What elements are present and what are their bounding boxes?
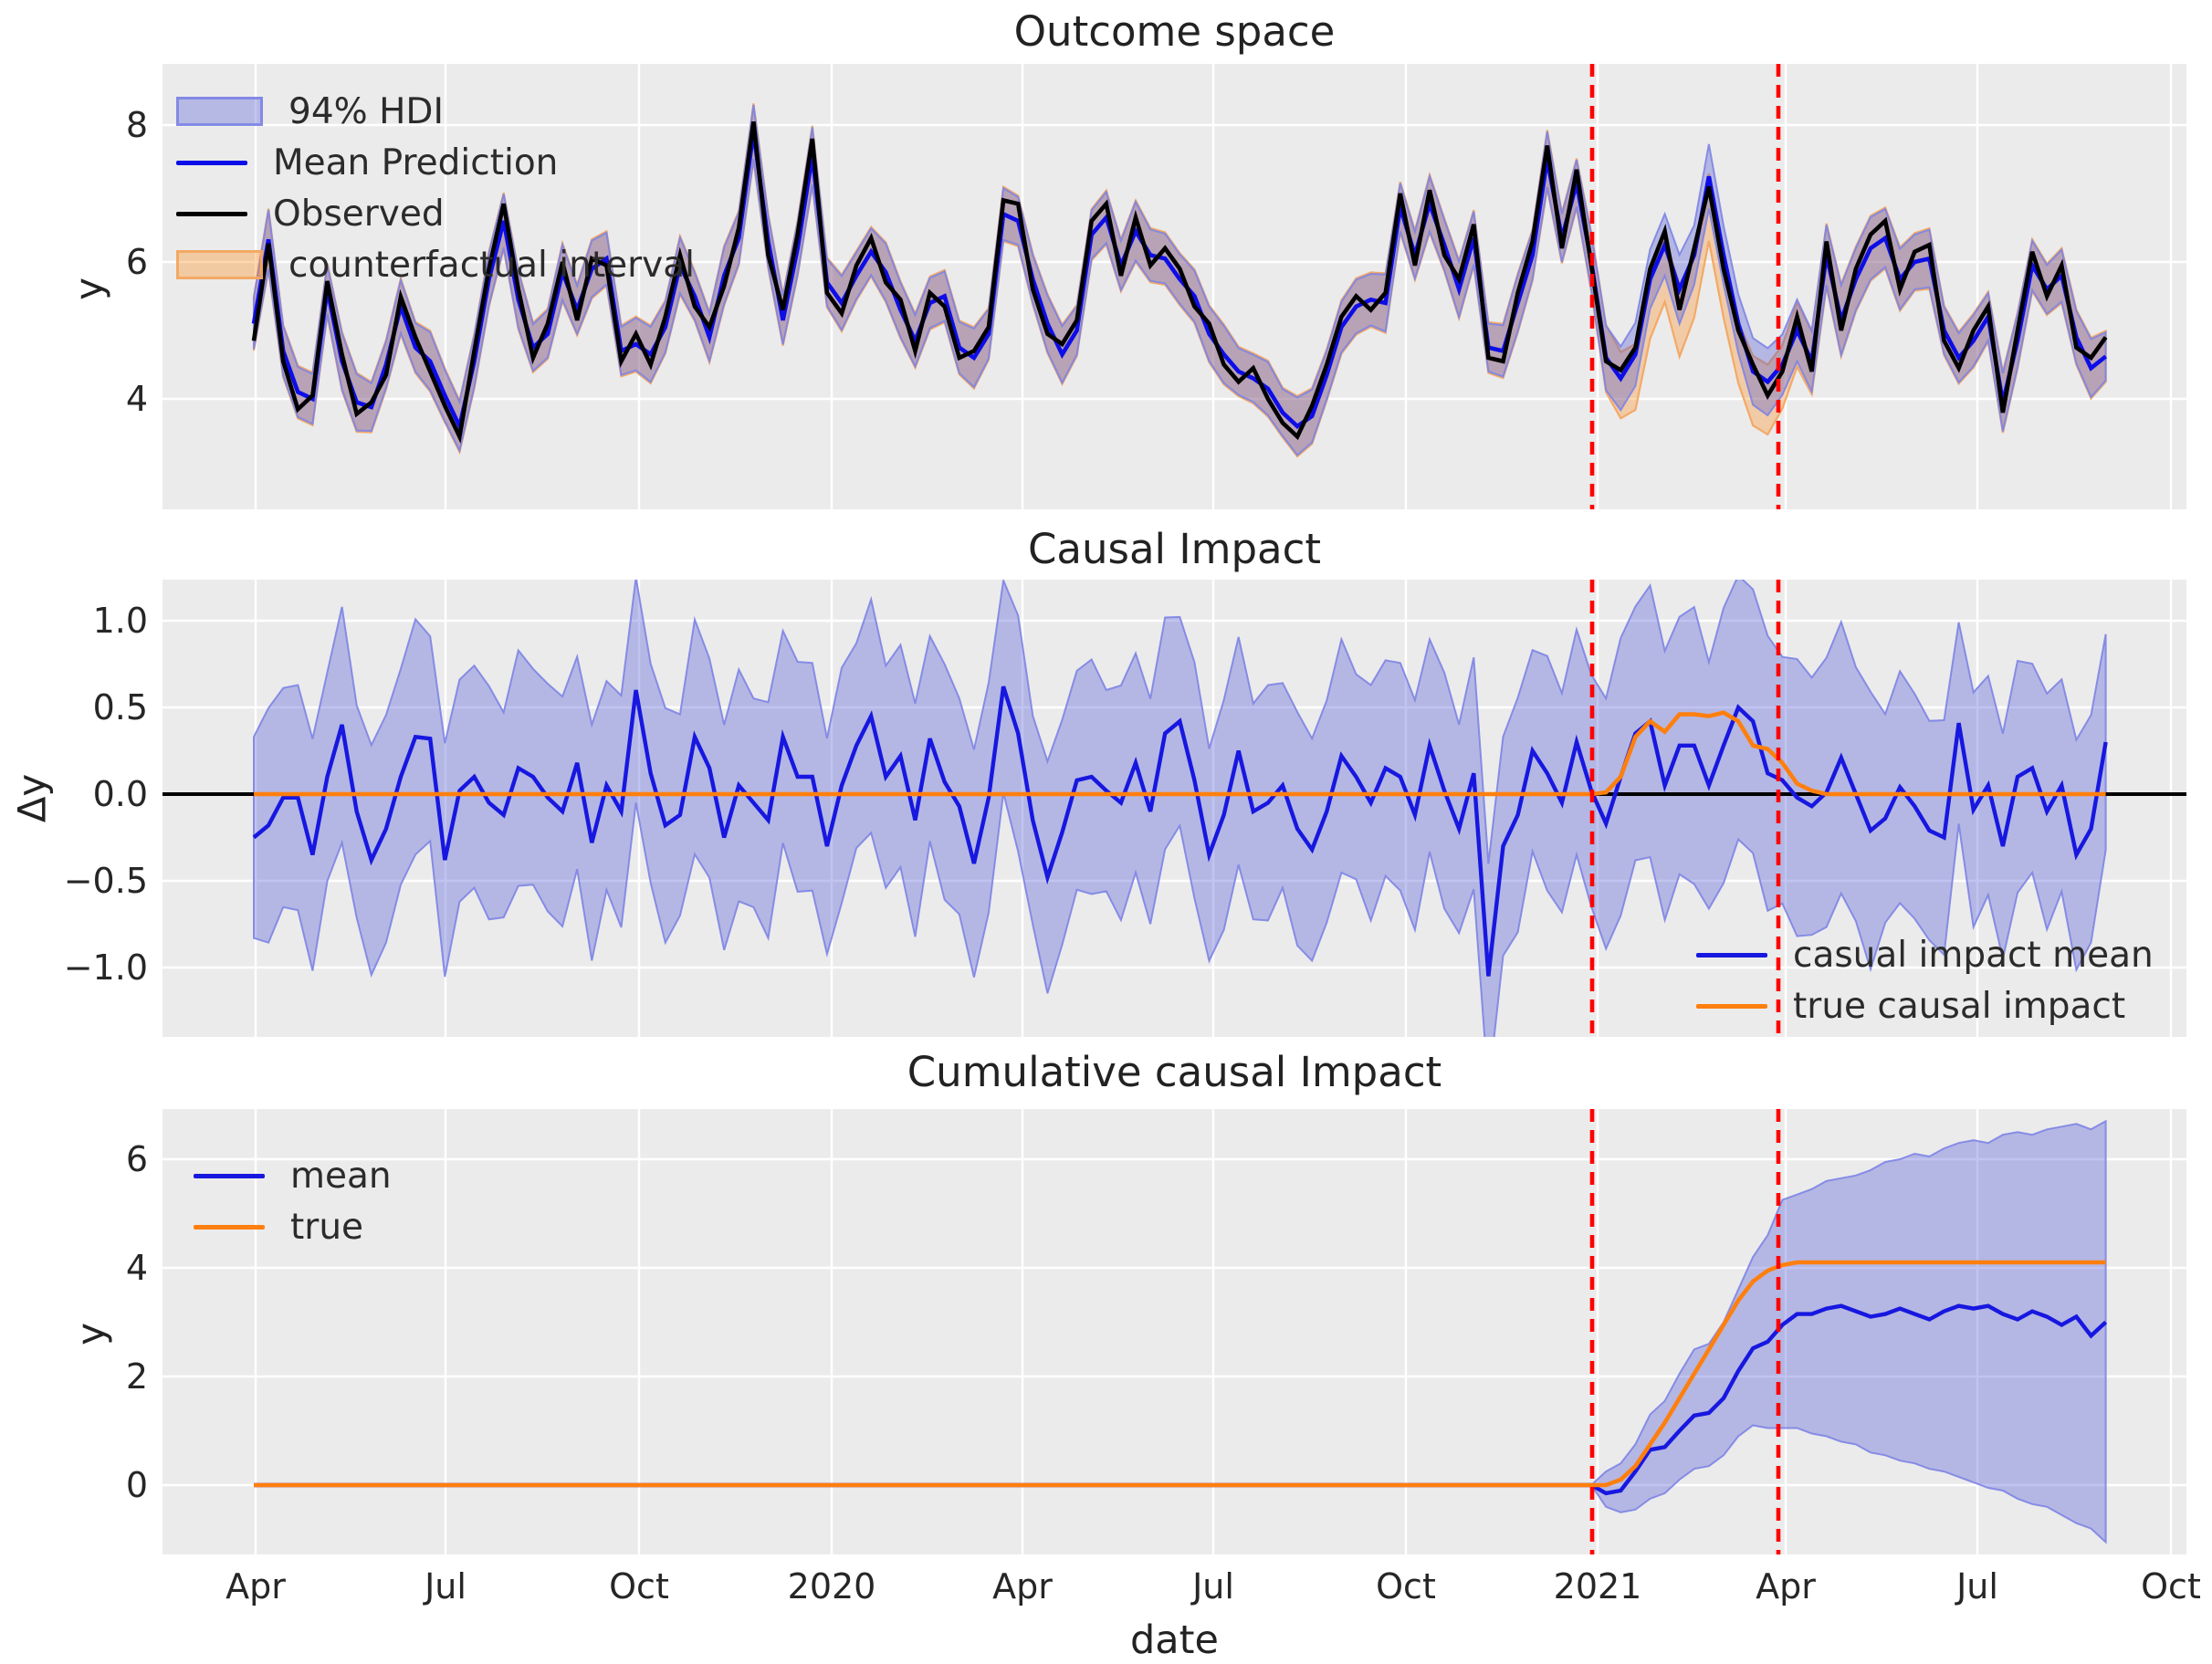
legend-item-true-impact: true causal impact bbox=[1696, 980, 2154, 1031]
legend-label: Observed bbox=[273, 193, 445, 235]
x-tick-label: Apr bbox=[1756, 1566, 1816, 1606]
panel3-axes bbox=[162, 1109, 2186, 1554]
observed-line-swatch bbox=[176, 211, 247, 216]
y-tick-label: 0 bbox=[125, 1465, 148, 1505]
legend-item-cumulative-true: true bbox=[194, 1201, 392, 1252]
panel1-axes bbox=[162, 64, 2186, 509]
legend-item-mean-prediction: Mean Prediction bbox=[176, 137, 695, 188]
y-tick-label: 6 bbox=[125, 242, 148, 282]
legend-item-cumulative-mean: mean bbox=[194, 1150, 392, 1201]
panel2-legend: casual impact mean true causal impact bbox=[1696, 929, 2154, 1031]
cumulative-true-line-swatch bbox=[194, 1224, 265, 1230]
x-tick-label: Apr bbox=[225, 1566, 286, 1606]
legend-item-impact-mean: casual impact mean bbox=[1696, 929, 2154, 980]
y-tick-label: 2 bbox=[125, 1356, 148, 1397]
legend-label: true causal impact bbox=[1793, 985, 2126, 1027]
prediction-line-swatch bbox=[176, 160, 247, 165]
cumulative-true-line bbox=[254, 1260, 2106, 1488]
y-tick-label: 0.0 bbox=[92, 774, 148, 814]
legend-item-hdi: 94% HDI bbox=[176, 86, 695, 137]
panel1-ylabel: y bbox=[66, 277, 111, 300]
x-tick-label: Apr bbox=[992, 1566, 1053, 1606]
hdi-band-swatch bbox=[176, 97, 263, 126]
x-tick-label: Oct bbox=[1376, 1566, 1436, 1606]
legend-label: true bbox=[290, 1206, 364, 1248]
causal-impact-mean-line bbox=[252, 685, 2108, 977]
legend-label: Mean Prediction bbox=[273, 141, 559, 183]
x-tick-label: 2020 bbox=[787, 1566, 876, 1606]
panel3-background bbox=[162, 1109, 2186, 1554]
legend-label: counterfactual interval bbox=[288, 244, 695, 286]
true-causal-impact-line bbox=[254, 710, 2106, 797]
x-tick-label: Jul bbox=[1192, 1566, 1234, 1606]
x-axis-label: date bbox=[1130, 1617, 1219, 1663]
panel1-legend: 94% HDI Mean Prediction Observed counter… bbox=[176, 86, 695, 290]
y-tick-label: −1.0 bbox=[63, 947, 148, 988]
legend-item-counterfactual: counterfactual interval bbox=[176, 239, 695, 290]
y-tick-label: 4 bbox=[125, 1248, 148, 1288]
panel2-background bbox=[162, 580, 2186, 1037]
y-tick-label: 1.0 bbox=[92, 601, 148, 641]
cumulative-mean-line-swatch bbox=[194, 1173, 265, 1178]
panel1-title: Outcome space bbox=[1013, 7, 1336, 56]
legend-label: 94% HDI bbox=[288, 90, 444, 132]
impact-mean-line-swatch bbox=[1696, 952, 1767, 958]
legend-label: mean bbox=[290, 1155, 392, 1197]
x-tick-label: 2021 bbox=[1553, 1566, 1642, 1606]
x-tick-label: Jul bbox=[1956, 1566, 1998, 1606]
panel2-title: Causal Impact bbox=[1028, 525, 1321, 573]
y-tick-label: 4 bbox=[125, 379, 148, 419]
y-tick-label: −0.5 bbox=[63, 861, 148, 901]
x-tick-label: Oct bbox=[609, 1566, 669, 1606]
y-tick-label: 8 bbox=[125, 105, 148, 145]
y-tick-label: 0.5 bbox=[92, 687, 148, 727]
mean-prediction-line bbox=[251, 131, 2108, 433]
x-tick-label: Oct bbox=[2141, 1566, 2201, 1606]
legend-label: casual impact mean bbox=[1793, 934, 2154, 976]
panel1-background bbox=[162, 64, 2186, 509]
panel3-title: Cumulative causal Impact bbox=[907, 1048, 1442, 1096]
true-impact-line-swatch bbox=[1696, 1003, 1767, 1009]
y-tick-label: 6 bbox=[125, 1139, 148, 1179]
counterfactual-band-swatch bbox=[176, 250, 263, 279]
panel2-axes bbox=[162, 580, 2186, 1037]
panel3-legend: mean true bbox=[194, 1150, 392, 1252]
impact-hdi-band bbox=[253, 580, 2107, 1037]
legend-item-observed: Observed bbox=[176, 188, 695, 239]
observed-line bbox=[251, 120, 2108, 444]
panel3-ylabel: y bbox=[68, 1323, 113, 1345]
x-tick-label: Jul bbox=[425, 1566, 467, 1606]
